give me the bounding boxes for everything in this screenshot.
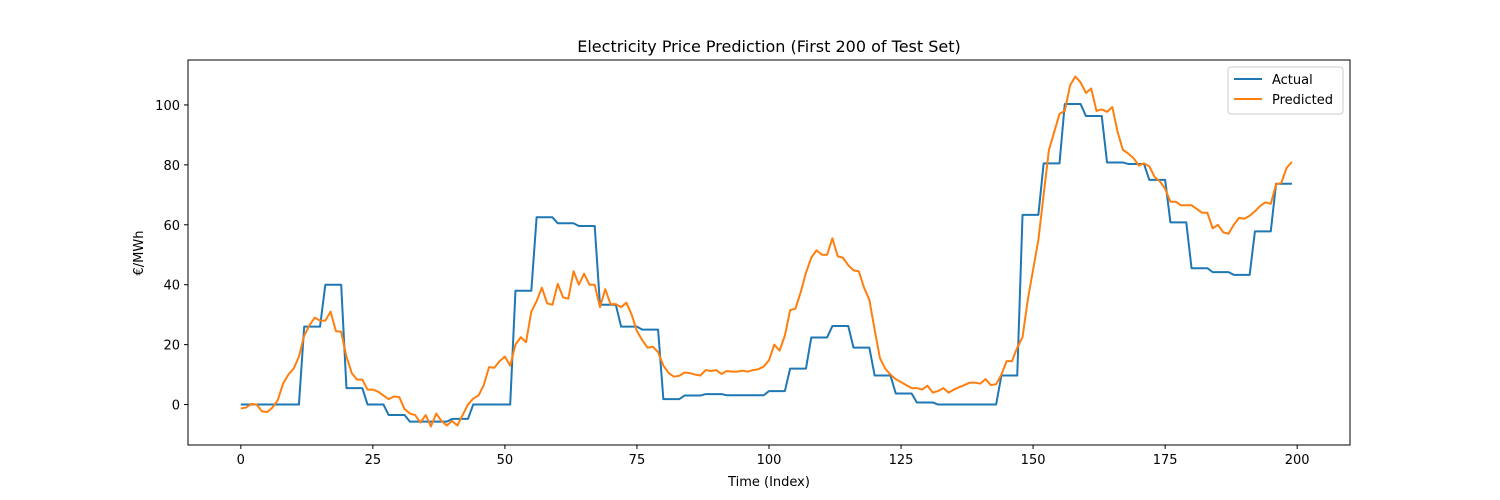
y-tick-label: 80 xyxy=(163,159,180,174)
x-tick-label: 50 xyxy=(497,453,514,468)
x-tick-label: 25 xyxy=(365,453,382,468)
y-tick-label: 0 xyxy=(172,399,180,414)
plot-frame xyxy=(187,59,1351,446)
series-line-actual xyxy=(240,103,1292,423)
x-axis: 0 25 50 75 100 125 150 175 200 xyxy=(237,445,1310,468)
x-tick-label: 175 xyxy=(1153,453,1178,468)
x-tick-label: 100 xyxy=(757,453,782,468)
x-tick-label: 75 xyxy=(629,453,646,468)
series-line-predicted xyxy=(240,75,1293,428)
x-tick-label: 150 xyxy=(1021,453,1046,468)
y-axis: 0 20 40 60 80 100 xyxy=(155,99,188,414)
y-tick-label: 60 xyxy=(163,219,180,234)
y-tick-label: 100 xyxy=(155,99,180,114)
legend-label: Actual xyxy=(1272,73,1313,88)
x-tick-label: 125 xyxy=(889,453,914,468)
chart-title: Electricity Price Prediction (First 200 … xyxy=(577,37,961,56)
y-axis-label: €/MWh xyxy=(132,231,147,276)
x-tick-label: 200 xyxy=(1285,453,1310,468)
x-tick-label: 0 xyxy=(237,453,245,468)
legend-label: Predicted xyxy=(1272,93,1333,108)
plot-area xyxy=(240,75,1293,428)
legend: Actual Predicted xyxy=(1227,66,1344,115)
y-tick-label: 40 xyxy=(163,279,180,294)
x-axis-label: Time (Index) xyxy=(727,475,810,490)
y-tick-label: 20 xyxy=(163,339,180,354)
